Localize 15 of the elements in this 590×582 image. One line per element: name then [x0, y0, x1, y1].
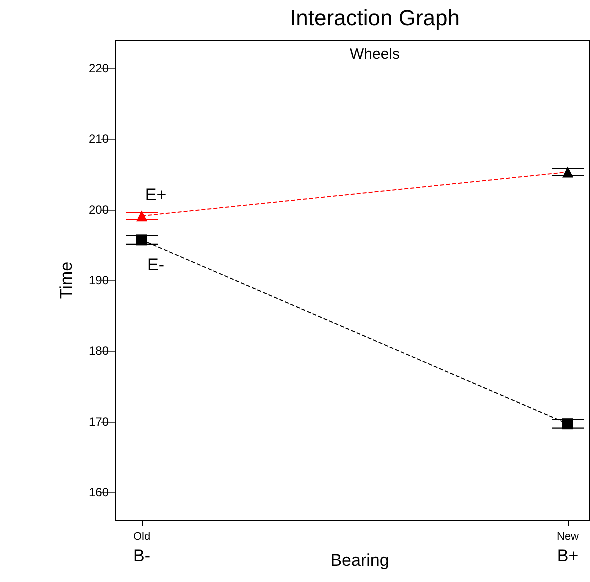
y-tick-label: 180: [88, 344, 110, 358]
x-axis-title: Bearing: [330, 551, 390, 570]
y-tick-label: 210: [88, 132, 110, 146]
y-tick-label: 170: [88, 414, 110, 429]
x-tick-label: Old B-: [133, 531, 151, 566]
chart-title: Interaction Graph: [290, 6, 460, 30]
chart-subtitle: Wheels: [350, 46, 400, 63]
x-tick-label: New B+: [556, 531, 580, 566]
y-tick-label: 160: [88, 486, 110, 500]
y-tick-label: 200: [88, 202, 110, 217]
y-tick-label: 190: [88, 274, 110, 288]
series-label: E-: [148, 256, 164, 275]
series-label: E+: [145, 186, 167, 205]
y-tick-label: 220: [88, 61, 110, 76]
y-axis-title: Time: [57, 262, 76, 300]
